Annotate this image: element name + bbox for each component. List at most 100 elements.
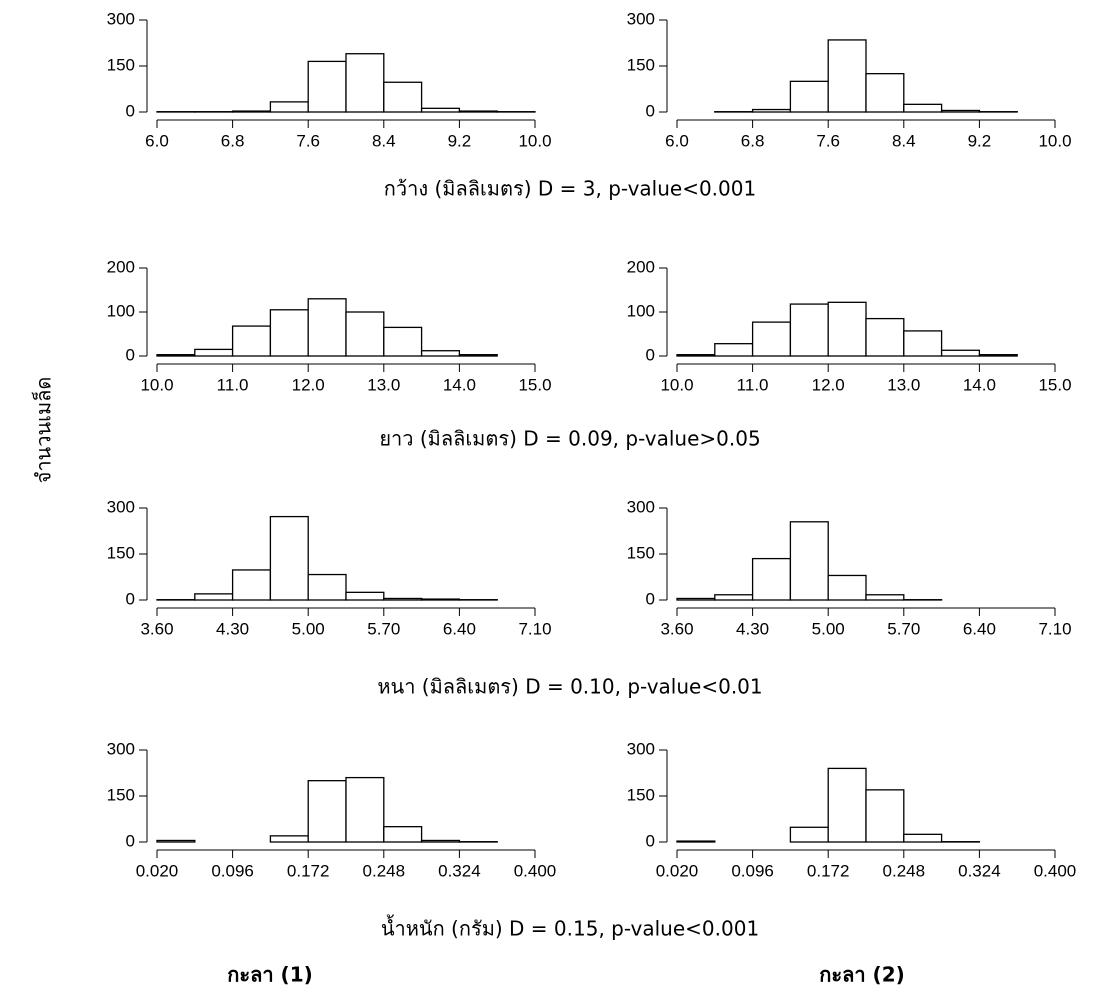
bar (789, 303, 829, 357)
x-tick-label: 10.0 (1038, 131, 1071, 150)
bar (789, 521, 829, 601)
x-tick-label: 5.70 (367, 619, 400, 638)
bar (307, 573, 347, 601)
bar (383, 826, 423, 843)
bar (269, 101, 309, 113)
y-tick-label: 0 (646, 831, 655, 850)
bar (231, 569, 272, 601)
bar (458, 354, 498, 357)
bar (865, 789, 905, 843)
x-tick-label: 6.8 (221, 131, 245, 150)
bar (383, 326, 423, 357)
y-tick-label: 100 (107, 301, 135, 320)
x-tick-label: 5.00 (812, 619, 845, 638)
bar (789, 826, 829, 843)
bar (978, 354, 1018, 357)
bar (827, 301, 867, 357)
x-tick-label: 10.0 (140, 375, 173, 394)
x-tick-label: 12.0 (292, 375, 325, 394)
y-tick-label: 0 (646, 101, 655, 120)
bar (420, 598, 461, 601)
caption: กว้าง (มิลลิเมตร) D = 3, p-value<0.001 (384, 177, 756, 201)
x-tick-label: 6.40 (443, 619, 476, 638)
x-tick-label: 7.10 (518, 619, 551, 638)
x-tick-label: 0.096 (211, 861, 254, 880)
bar (676, 597, 716, 601)
x-tick-label: 0.020 (136, 861, 179, 880)
group-label: กะลา (1) (227, 963, 313, 987)
x-tick-label: 0.324 (958, 861, 1001, 880)
bar (751, 557, 792, 601)
bar (307, 780, 347, 843)
bar (269, 309, 309, 357)
bar (231, 110, 272, 113)
bar (865, 317, 905, 357)
x-tick-label: 0.020 (656, 861, 699, 880)
bar (865, 594, 905, 601)
bar (194, 593, 234, 601)
x-tick-label: 3.60 (140, 619, 173, 638)
y-tick-label: 0 (126, 101, 135, 120)
x-tick-label: 0.324 (438, 861, 481, 880)
bar (383, 81, 423, 113)
y-tick-label: 150 (627, 55, 655, 74)
x-tick-label: 11.0 (737, 375, 769, 394)
y-tick-label: 150 (627, 785, 655, 804)
x-tick-label: 10.0 (660, 375, 693, 394)
x-tick-label: 0.248 (363, 861, 406, 880)
x-tick-label: 6.0 (145, 131, 169, 150)
x-tick-label: 5.00 (292, 619, 325, 638)
x-tick-label: 6.0 (665, 131, 689, 150)
bar (676, 840, 716, 843)
x-tick-label: 15.0 (1038, 375, 1071, 394)
bar (903, 833, 943, 843)
x-tick-label: 4.30 (736, 619, 769, 638)
group-label: กะลา (2) (819, 963, 905, 987)
bar (827, 574, 867, 601)
x-tick-label: 0.172 (807, 861, 850, 880)
bar (345, 53, 385, 113)
bar (827, 39, 867, 113)
y-tick-label: 200 (627, 257, 655, 276)
y-axis-label: จำนวนเมล็ด (31, 377, 56, 484)
bar (714, 594, 754, 601)
bar (903, 103, 943, 113)
x-tick-label: 5.70 (887, 619, 920, 638)
y-tick-label: 200 (107, 257, 135, 276)
x-tick-label: 8.4 (892, 131, 916, 150)
x-tick-label: 0.096 (731, 861, 774, 880)
bar (156, 839, 196, 843)
y-tick-label: 150 (627, 543, 655, 562)
y-tick-label: 0 (126, 589, 135, 608)
bar (751, 321, 792, 357)
x-tick-label: 6.40 (963, 619, 996, 638)
x-tick-label: 14.0 (443, 375, 476, 394)
x-tick-label: 12.0 (812, 375, 845, 394)
bar (789, 80, 829, 113)
bar (307, 298, 347, 357)
y-tick-label: 100 (627, 301, 655, 320)
x-tick-label: 7.10 (1038, 619, 1071, 638)
y-tick-label: 0 (126, 831, 135, 850)
bar (940, 349, 981, 357)
bar (383, 597, 423, 601)
bar (940, 109, 981, 113)
bar (194, 348, 234, 357)
x-tick-label: 11.0 (217, 375, 249, 394)
caption: น้ำหนัก (กรัม) D = 0.15, p-value<0.001 (381, 915, 759, 941)
y-tick-label: 300 (107, 9, 135, 28)
x-tick-label: 7.6 (296, 131, 320, 150)
caption: ยาว (มิลลิเมตร) D = 0.09, p-value>0.05 (379, 427, 760, 451)
x-tick-label: 10.0 (518, 131, 551, 150)
bar (420, 350, 461, 357)
bar (269, 515, 309, 601)
bar (751, 108, 792, 113)
x-tick-label: 4.30 (216, 619, 249, 638)
bar (307, 60, 347, 113)
x-tick-label: 6.8 (741, 131, 765, 150)
bar (827, 767, 867, 843)
y-tick-label: 300 (627, 739, 655, 758)
y-tick-label: 300 (627, 497, 655, 516)
bar (420, 107, 461, 113)
